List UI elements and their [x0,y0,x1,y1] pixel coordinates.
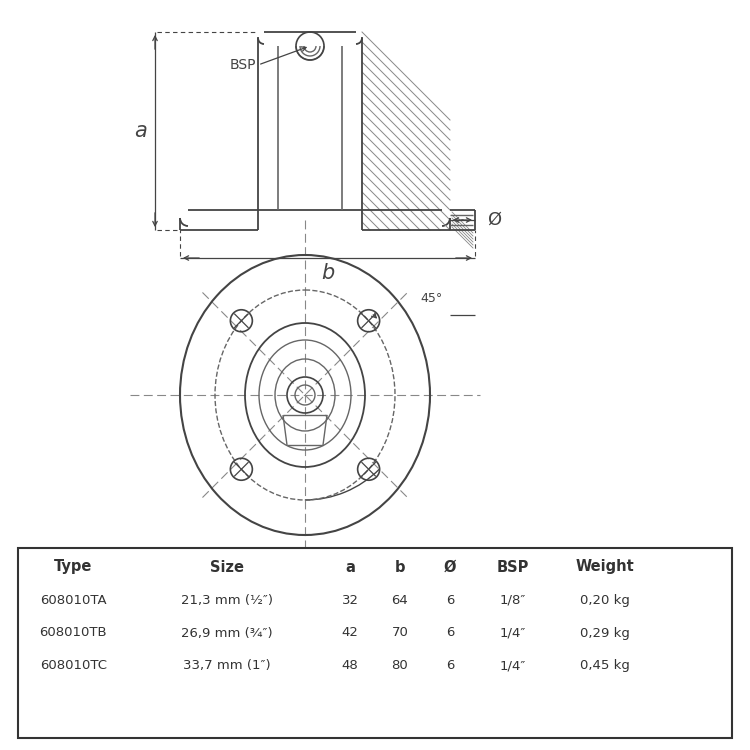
Text: 64: 64 [392,594,408,607]
Text: Ø: Ø [487,211,501,229]
Text: BSP: BSP [230,58,256,72]
Text: 608010TC: 608010TC [40,659,106,672]
Text: Size: Size [210,560,244,574]
Text: 0,45 kg: 0,45 kg [580,659,630,672]
Text: 26,9 mm (¾″): 26,9 mm (¾″) [181,626,273,640]
Text: Ø: Ø [444,560,456,574]
Text: 42: 42 [341,626,358,640]
Bar [18,548,732,738]
Text: 6: 6 [446,626,454,640]
Text: BSP: BSP [496,560,529,574]
Text: 6: 6 [446,659,454,672]
Text: 0,20 kg: 0,20 kg [580,594,630,607]
Text: 48: 48 [342,659,358,672]
Text: b: b [321,263,334,283]
Text: Weight: Weight [576,560,634,574]
Text: 1/8″: 1/8″ [500,594,526,607]
Text: 21,3 mm (½″): 21,3 mm (½″) [181,594,273,607]
Text: 70: 70 [392,626,409,640]
Text: 1/4″: 1/4″ [500,626,526,640]
Text: a: a [345,560,355,574]
Text: 45°: 45° [420,292,442,304]
Text: 32: 32 [341,594,358,607]
Text: 80: 80 [392,659,408,672]
Text: 608010TA: 608010TA [40,594,106,607]
Text: 1/4″: 1/4″ [500,659,526,672]
Text: Type: Type [54,560,92,574]
Text: 33,7 mm (1″): 33,7 mm (1″) [183,659,271,672]
Text: 608010TB: 608010TB [40,626,107,640]
Text: 6: 6 [446,594,454,607]
Text: a: a [135,121,147,141]
Text: b: b [394,560,405,574]
Text: 0,29 kg: 0,29 kg [580,626,630,640]
